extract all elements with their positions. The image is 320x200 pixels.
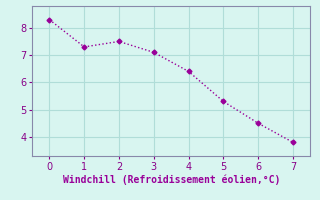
X-axis label: Windchill (Refroidissement éolien,°C): Windchill (Refroidissement éolien,°C) bbox=[62, 174, 280, 185]
